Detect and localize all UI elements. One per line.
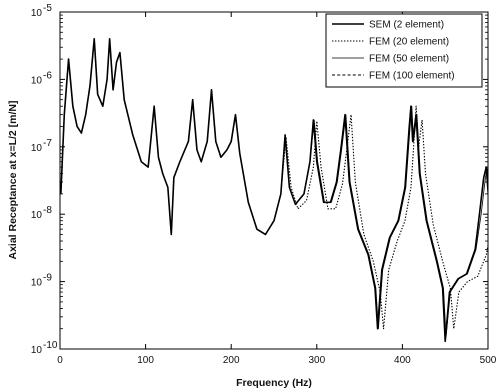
y-tick-label: 10 xyxy=(31,75,43,86)
x-tick-label: 400 xyxy=(394,355,411,366)
y-tick-label: 10 xyxy=(31,345,43,356)
y-tick-exponent: -8 xyxy=(43,205,52,216)
series-line-0 xyxy=(60,38,488,343)
y-tick-exponent: -9 xyxy=(43,273,52,284)
y-tick-exponent: -6 xyxy=(43,70,52,81)
y-tick-label: 10 xyxy=(31,278,43,289)
series-layer xyxy=(60,38,488,343)
legend: SEM (2 element) FEM (20 element) FEM (50 e… xyxy=(325,13,483,88)
y-tick-exponent: -10 xyxy=(43,340,58,351)
legend-entries: SEM (2 element) FEM (20 element) FEM (50 e… xyxy=(332,20,455,82)
y-tick-exponent: -7 xyxy=(43,138,52,149)
legend-label: FEM (20 element) xyxy=(369,37,449,48)
plot-frame xyxy=(59,11,489,350)
legend-label: SEM (2 element) xyxy=(369,20,444,31)
y-tick-exponent: -5 xyxy=(43,3,52,14)
x-tick-label: 100 xyxy=(137,355,154,366)
x-tick-label: 200 xyxy=(223,355,240,366)
y-tick-label: 10 xyxy=(31,8,43,19)
y-axis-title: Axial Receptance at x=L/2 [m/N] xyxy=(7,100,19,259)
x-tick-label: 300 xyxy=(308,355,325,366)
y-tick-label: 10 xyxy=(31,143,43,154)
x-tick-label: 0 xyxy=(57,355,63,366)
x-axis-title: Frequency (Hz) xyxy=(236,377,312,389)
legend-box xyxy=(325,13,483,88)
legend-label: FEM (50 element) xyxy=(369,54,449,65)
x-axis: 0 100 200 300 400 500 xyxy=(57,12,497,366)
x-tick-label: 500 xyxy=(480,355,497,366)
y-tick-label: 10 xyxy=(31,210,43,221)
legend-label: FEM (100 element) xyxy=(369,71,455,82)
